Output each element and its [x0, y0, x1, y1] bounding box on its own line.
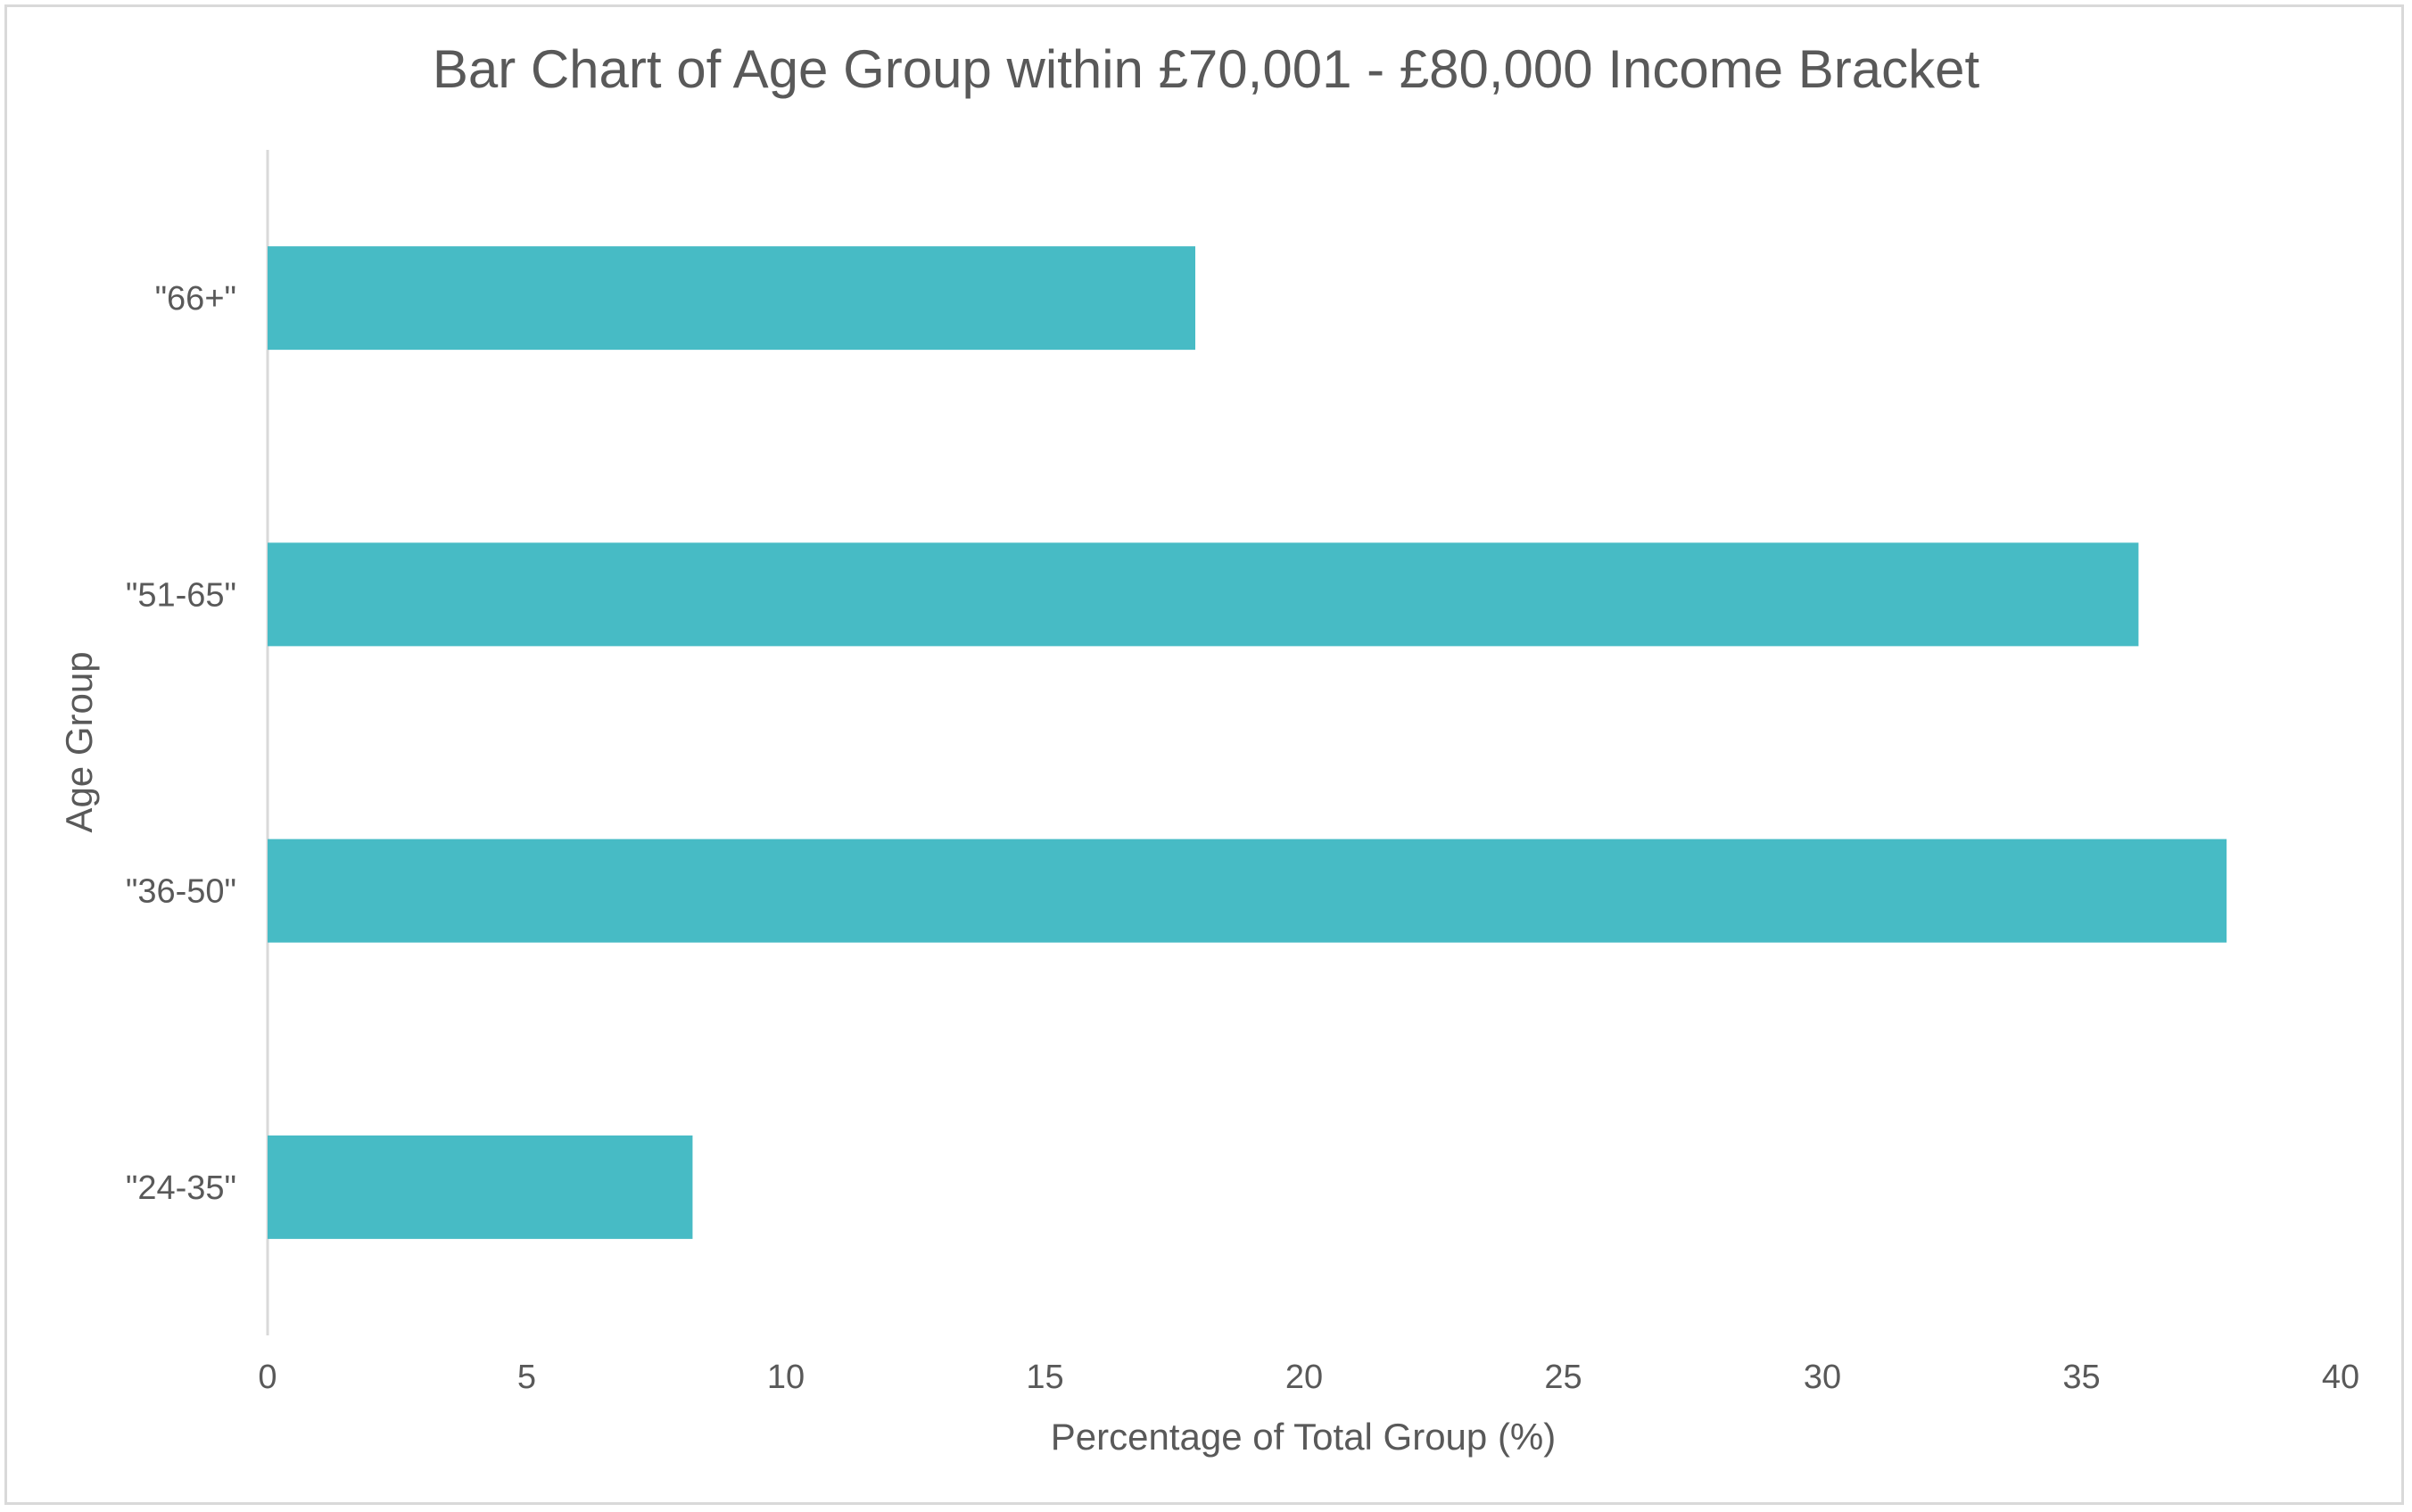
y-tick-label: "24-35" [126, 1169, 236, 1207]
bar [268, 246, 1195, 351]
y-tick-label: "51-65" [126, 576, 236, 614]
x-tick-label: 0 [258, 1359, 277, 1396]
x-axis-title: Percentage of Total Group (%) [1051, 1416, 1557, 1458]
y-tick-label: "66+" [155, 280, 236, 318]
y-axis-title: Age Group [58, 651, 100, 832]
x-tick-label: 15 [1026, 1359, 1063, 1396]
x-tick-label: 5 [517, 1359, 536, 1396]
x-tick-label: 35 [2062, 1359, 2100, 1396]
x-tick-label: 25 [1544, 1359, 1582, 1396]
y-tick-label: "36-50" [126, 873, 236, 911]
chart-title: Bar Chart of Age Group within £70,001 - … [433, 39, 1980, 99]
bar [268, 839, 2227, 943]
x-tick-label: 30 [1804, 1359, 1841, 1396]
bars-group [268, 246, 2227, 1239]
x-tick-label: 10 [767, 1359, 805, 1396]
bar [268, 542, 2139, 647]
bar [268, 1135, 693, 1239]
x-tick-label: 20 [1285, 1359, 1323, 1396]
y-tick-labels: "24-35" "36-50" "51-65" "66+" [126, 280, 236, 1207]
x-tick-label: 40 [2322, 1359, 2359, 1396]
x-tick-labels: 0 5 10 15 20 25 30 35 40 [258, 1359, 2359, 1396]
